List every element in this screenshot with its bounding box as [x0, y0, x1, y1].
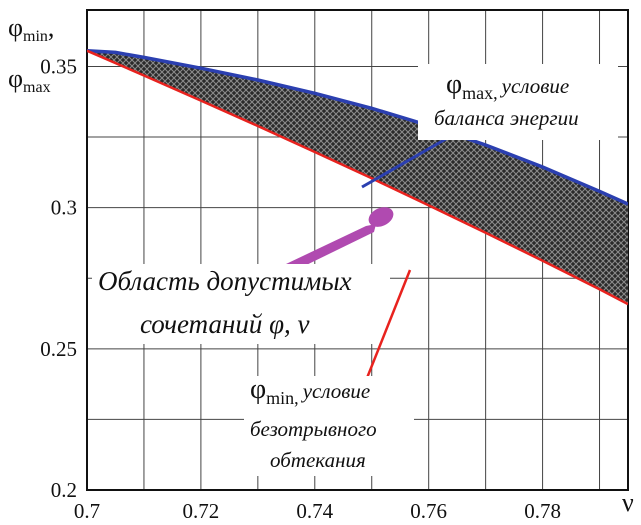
- region-label-line1: Область допустимых: [98, 266, 352, 296]
- series-phi-max-line: [87, 48, 628, 206]
- region-label-line2: сочетаний φ, ν: [140, 309, 310, 339]
- y-tick-label-1: 0.25: [40, 337, 77, 361]
- x-tick-label-3: 0.76: [410, 499, 447, 523]
- phi-min-pointer: [365, 269, 412, 379]
- x-tick-label-2: 0.74: [296, 499, 333, 523]
- phi-min-label-line3: обтекания: [270, 448, 366, 472]
- region-label-bg: [92, 264, 390, 344]
- admissible-region: [87, 50, 628, 305]
- y-axis-label-max: φmax: [8, 64, 51, 96]
- y-tick-labels: 0.2 0.25 0.3 0.35: [40, 54, 77, 502]
- phi-min-label-line2: безотрывного: [250, 417, 377, 441]
- phi-min-label-bg: [244, 376, 414, 476]
- x-axis-label: ν: [622, 488, 634, 517]
- region-pointer-head: [368, 207, 394, 227]
- phi-max-pointer: [361, 130, 459, 189]
- x-tick-label-4: 0.78: [524, 499, 561, 523]
- series-phi-min-line: [87, 49, 628, 306]
- x-tick-label-0: 0.7: [74, 499, 100, 523]
- y-axis-label-min: φmin,: [8, 13, 54, 45]
- x-tick-labels: 0.7 0.72 0.74 0.76 0.78: [74, 499, 561, 523]
- y-tick-label-2: 0.3: [51, 196, 77, 220]
- phi-max-label: φmax, условие: [446, 69, 569, 103]
- y-tick-label-0: 0.2: [51, 478, 77, 502]
- phi-max-label-line2: баланса энергии: [434, 106, 579, 130]
- x-tick-label-1: 0.72: [183, 499, 220, 523]
- phi-max-label-bg: [418, 64, 618, 140]
- phi-min-label: φmin, условие: [250, 374, 370, 408]
- y-tick-label-3: 0.35: [40, 54, 77, 78]
- region-pointer: [286, 224, 376, 272]
